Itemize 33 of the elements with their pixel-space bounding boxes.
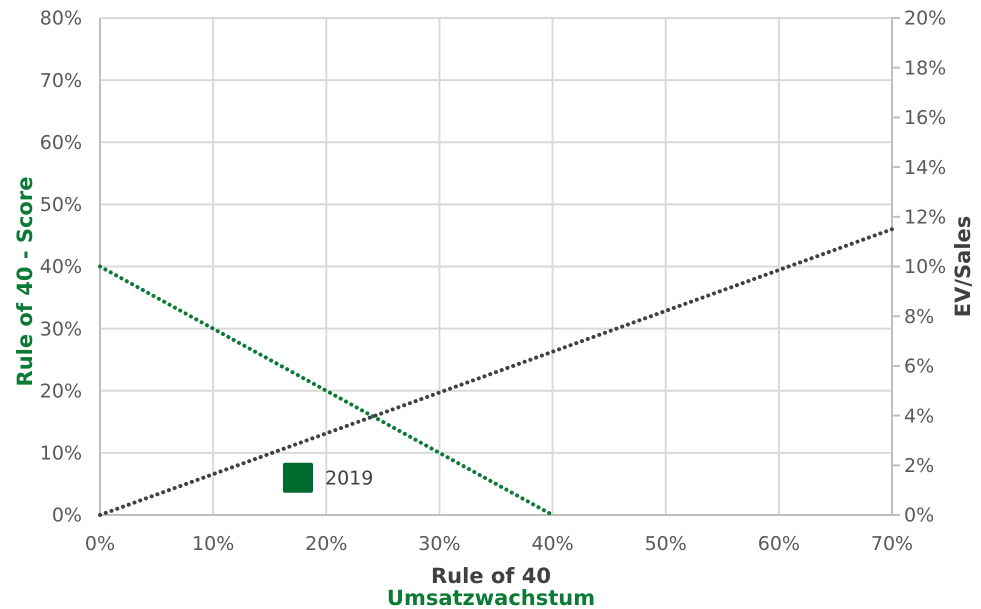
x-tick-label: 20% xyxy=(305,533,348,555)
x-tick-label: 70% xyxy=(870,533,914,555)
x-tick-label: 50% xyxy=(644,533,687,555)
text: Umsatzwachstum xyxy=(386,586,596,609)
x-tick-label: 0% xyxy=(84,533,116,555)
y2-tick-label: 4% xyxy=(904,405,934,428)
y2-tick-label: 12% xyxy=(904,206,946,228)
y-tick-label: 0% xyxy=(52,504,82,527)
x-axis-title: Rule of 40 xyxy=(431,564,551,588)
y-tick-label: 30% xyxy=(40,318,82,340)
y-tick-label: 10% xyxy=(40,442,82,465)
y-axis-title: Rule of 40 - Score xyxy=(13,176,37,386)
x-tick-label: 40% xyxy=(531,533,574,555)
y2-tick-label: 0% xyxy=(904,504,934,527)
y-tick-label: 40% xyxy=(40,256,82,278)
y2-tick-label: 10% xyxy=(904,256,946,278)
x-tick-label: 30% xyxy=(418,533,461,555)
y-tick-label: 50% xyxy=(40,194,82,216)
y-tick-label: 80% xyxy=(40,8,82,30)
y-tick-label: 60% xyxy=(40,132,82,154)
y2-axis-title: EV/Sales xyxy=(951,216,975,318)
series-label: 2019 xyxy=(325,467,374,490)
y2-tick-label: 16% xyxy=(904,107,946,130)
y2-tick-label: 6% xyxy=(904,356,934,378)
y2-tick-label: 8% xyxy=(904,306,934,328)
y-tick-label: 20% xyxy=(40,380,82,402)
x-tick-label: 60% xyxy=(758,533,800,555)
y2-tick-label: 2% xyxy=(904,454,934,477)
y2-tick-label: 20% xyxy=(904,8,946,30)
x-tick-label: 10% xyxy=(192,533,234,555)
y2-tick-label: 18% xyxy=(904,57,946,80)
y-tick-label: 70% xyxy=(40,70,82,92)
y2-tick-label: 14% xyxy=(904,156,946,179)
